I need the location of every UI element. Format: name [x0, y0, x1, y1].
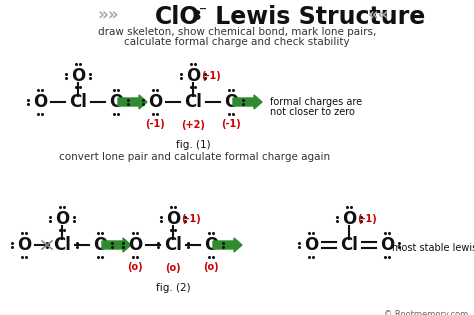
- Text: O: O: [304, 236, 318, 254]
- Text: Cl: Cl: [184, 93, 202, 111]
- Text: O: O: [109, 93, 123, 111]
- Text: O: O: [186, 67, 200, 85]
- FancyArrow shape: [213, 238, 242, 252]
- Text: Cl: Cl: [340, 236, 358, 254]
- Text: O: O: [71, 67, 85, 85]
- Text: 3: 3: [191, 9, 201, 23]
- Text: formal charges are: formal charges are: [270, 97, 362, 107]
- Text: (-1): (-1): [357, 214, 377, 224]
- Text: O: O: [380, 236, 394, 254]
- Text: O: O: [224, 93, 238, 111]
- Text: (-1): (-1): [201, 71, 221, 81]
- Text: O: O: [148, 93, 162, 111]
- Text: ⁻: ⁻: [199, 5, 207, 20]
- Text: fig. (1): fig. (1): [176, 140, 210, 150]
- Text: (-1): (-1): [181, 214, 201, 224]
- Text: calculate formal charge and check stability: calculate formal charge and check stabil…: [124, 37, 350, 47]
- Text: Cl: Cl: [53, 236, 71, 254]
- Text: O: O: [342, 210, 356, 228]
- Text: (o): (o): [127, 262, 143, 272]
- FancyArrow shape: [233, 95, 262, 109]
- Text: O: O: [33, 93, 47, 111]
- Text: (o): (o): [203, 262, 219, 272]
- Text: (+2): (+2): [181, 120, 205, 130]
- Text: ««: ««: [368, 6, 390, 24]
- Text: (-1): (-1): [145, 119, 165, 129]
- Text: O: O: [17, 236, 31, 254]
- Text: fig. (2): fig. (2): [155, 283, 191, 293]
- Text: »»: »»: [97, 6, 119, 24]
- Text: O: O: [93, 236, 107, 254]
- Text: O: O: [166, 210, 180, 228]
- Text: most stable lewis structure: most stable lewis structure: [392, 243, 474, 253]
- Text: convert lone pair and calculate formal charge again: convert lone pair and calculate formal c…: [59, 152, 330, 162]
- Text: Cl: Cl: [69, 93, 87, 111]
- Text: © Rootmemory.com: © Rootmemory.com: [384, 310, 468, 315]
- FancyArrow shape: [102, 238, 131, 252]
- Text: O: O: [55, 210, 69, 228]
- FancyArrow shape: [118, 95, 147, 109]
- Text: not closer to zero: not closer to zero: [270, 107, 355, 117]
- Text: O: O: [128, 236, 142, 254]
- Text: Lewis Structure: Lewis Structure: [207, 5, 425, 29]
- Text: O: O: [204, 236, 218, 254]
- Text: ClO: ClO: [155, 5, 201, 29]
- Text: (-1): (-1): [221, 119, 241, 129]
- Text: (o): (o): [165, 263, 181, 273]
- Text: Cl: Cl: [164, 236, 182, 254]
- Text: draw skeleton, show chemical bond, mark lone pairs,: draw skeleton, show chemical bond, mark …: [98, 27, 376, 37]
